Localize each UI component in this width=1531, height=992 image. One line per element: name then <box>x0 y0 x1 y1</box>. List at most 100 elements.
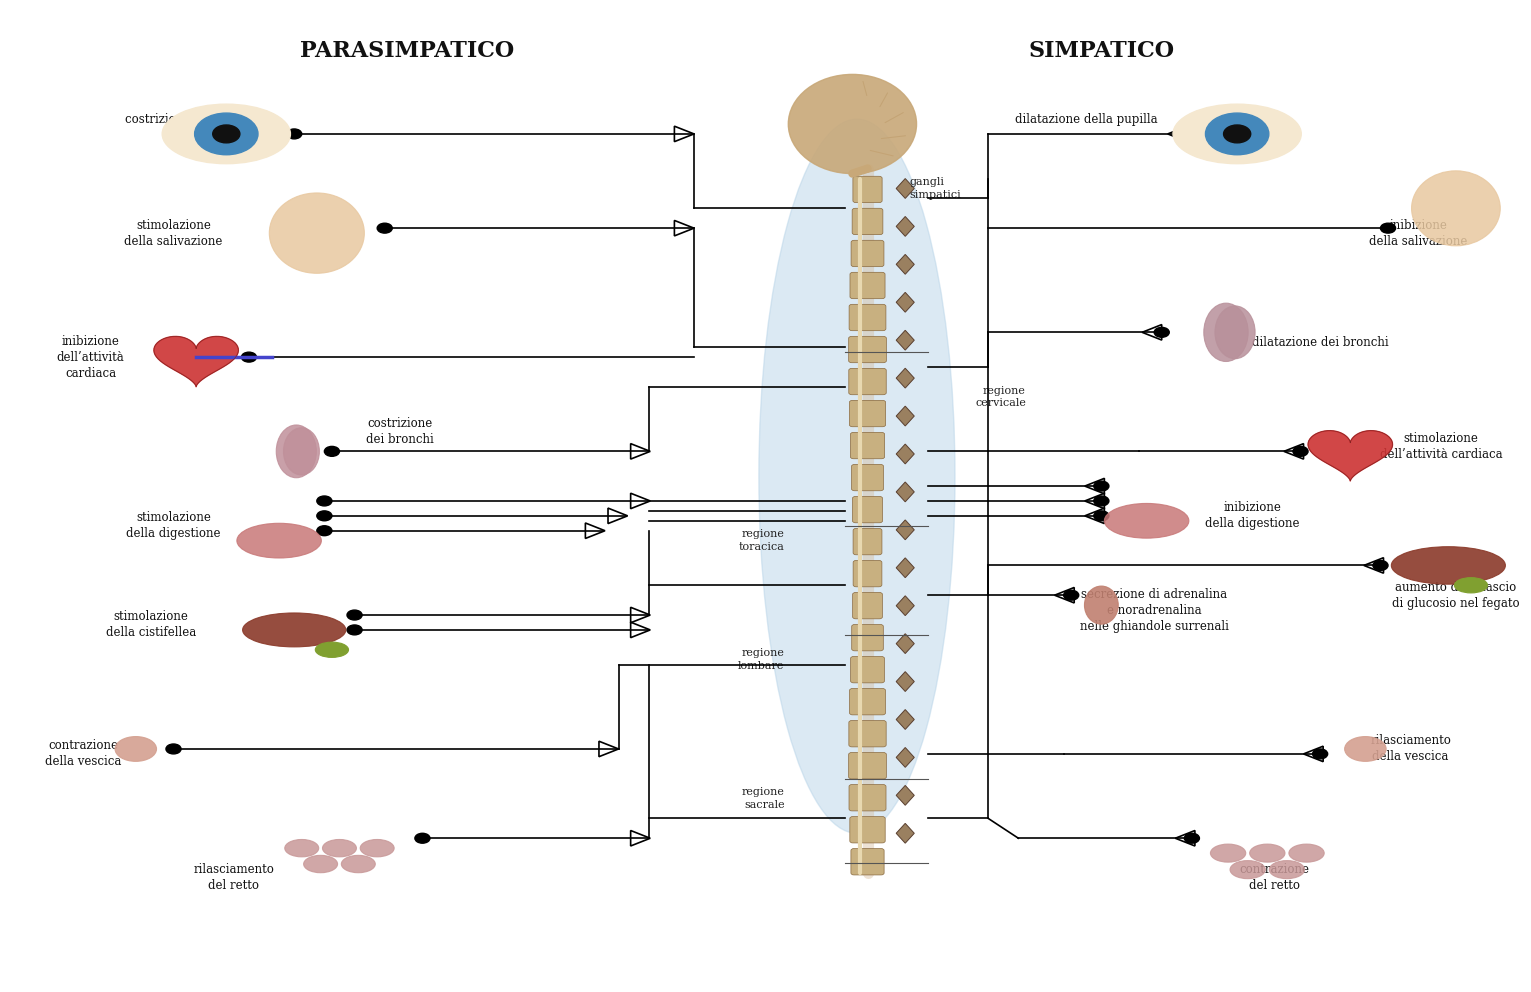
Text: regione
sacrale: regione sacrale <box>741 788 784 809</box>
Polygon shape <box>155 336 239 387</box>
Circle shape <box>213 125 240 143</box>
Text: stimolazione
dell’attività cardiaca: stimolazione dell’attività cardiaca <box>1379 432 1502 461</box>
Circle shape <box>317 511 332 521</box>
FancyBboxPatch shape <box>848 336 886 363</box>
Text: dilatazione dei bronchi: dilatazione dei bronchi <box>1252 335 1389 349</box>
Ellipse shape <box>242 613 346 647</box>
Circle shape <box>377 223 392 233</box>
Text: gangli
simpatici: gangli simpatici <box>909 178 961 199</box>
Circle shape <box>348 625 363 635</box>
Circle shape <box>1177 129 1193 139</box>
Text: inibizione
della digestione: inibizione della digestione <box>1205 501 1300 531</box>
Polygon shape <box>896 709 914 729</box>
FancyBboxPatch shape <box>853 592 882 619</box>
Text: PARASIMPATICO: PARASIMPATICO <box>300 40 514 62</box>
Text: costrizione della pupilla: costrizione della pupilla <box>124 112 268 126</box>
Circle shape <box>1381 223 1396 233</box>
Text: stimolazione
della salivazione: stimolazione della salivazione <box>124 218 222 248</box>
Polygon shape <box>896 293 914 312</box>
Ellipse shape <box>341 855 375 873</box>
Ellipse shape <box>323 839 357 857</box>
Text: SIMPATICO: SIMPATICO <box>1029 40 1174 62</box>
Polygon shape <box>1307 431 1393 481</box>
FancyBboxPatch shape <box>850 816 885 843</box>
Circle shape <box>194 113 259 155</box>
Ellipse shape <box>1392 547 1505 584</box>
Polygon shape <box>896 330 914 350</box>
Ellipse shape <box>1229 861 1265 879</box>
Text: regione
cervicale: regione cervicale <box>975 386 1026 408</box>
FancyBboxPatch shape <box>848 720 886 747</box>
Circle shape <box>1093 511 1108 521</box>
Ellipse shape <box>285 839 318 857</box>
Polygon shape <box>896 558 914 577</box>
Circle shape <box>348 610 363 620</box>
FancyBboxPatch shape <box>850 433 885 458</box>
Circle shape <box>1064 590 1079 600</box>
Polygon shape <box>896 596 914 616</box>
Circle shape <box>1294 446 1307 456</box>
Ellipse shape <box>1084 586 1118 624</box>
FancyBboxPatch shape <box>851 464 883 491</box>
Text: contrazione
del retto: contrazione del retto <box>1240 863 1311 893</box>
Circle shape <box>165 744 181 754</box>
FancyBboxPatch shape <box>851 240 883 267</box>
FancyBboxPatch shape <box>853 208 883 235</box>
Ellipse shape <box>269 192 364 274</box>
Ellipse shape <box>303 855 337 873</box>
Polygon shape <box>896 254 914 274</box>
FancyBboxPatch shape <box>853 529 882 555</box>
Ellipse shape <box>1173 104 1301 164</box>
Circle shape <box>286 129 302 139</box>
Ellipse shape <box>1104 504 1190 539</box>
Text: dilatazione della pupilla: dilatazione della pupilla <box>1015 112 1157 126</box>
Polygon shape <box>896 482 914 502</box>
Circle shape <box>415 833 430 843</box>
Ellipse shape <box>360 839 393 857</box>
Polygon shape <box>896 406 914 426</box>
Text: stimolazione
della cistifellea: stimolazione della cistifellea <box>106 610 196 640</box>
Ellipse shape <box>283 428 320 475</box>
FancyBboxPatch shape <box>848 753 886 779</box>
Ellipse shape <box>237 524 322 558</box>
Text: rilasciamento
della vescica: rilasciamento della vescica <box>1370 734 1451 764</box>
Text: inibizione
della salivazione: inibizione della salivazione <box>1369 218 1467 248</box>
FancyBboxPatch shape <box>851 657 885 682</box>
Text: contrazione
della vescica: contrazione della vescica <box>44 739 121 769</box>
Polygon shape <box>896 786 914 806</box>
Circle shape <box>1093 481 1108 491</box>
FancyBboxPatch shape <box>850 401 885 427</box>
Circle shape <box>1205 113 1269 155</box>
FancyBboxPatch shape <box>848 368 886 395</box>
FancyBboxPatch shape <box>850 688 885 715</box>
Circle shape <box>1223 125 1251 143</box>
Ellipse shape <box>1216 306 1255 359</box>
Polygon shape <box>896 672 914 691</box>
Text: secrezione di adrenalina
e noradrenalina
nelle ghiandole surrenali: secrezione di adrenalina e noradrenalina… <box>1079 587 1228 633</box>
Circle shape <box>1373 560 1389 570</box>
Text: stimolazione
della digestione: stimolazione della digestione <box>126 511 220 541</box>
Polygon shape <box>896 444 914 464</box>
Text: regione
toracica: regione toracica <box>738 530 784 552</box>
Polygon shape <box>896 634 914 654</box>
FancyBboxPatch shape <box>850 305 886 330</box>
Circle shape <box>1093 496 1108 506</box>
Polygon shape <box>896 179 914 198</box>
Ellipse shape <box>1203 304 1248 361</box>
FancyBboxPatch shape <box>850 272 885 299</box>
Ellipse shape <box>1289 844 1324 862</box>
FancyBboxPatch shape <box>853 496 882 523</box>
Ellipse shape <box>1211 844 1246 862</box>
Polygon shape <box>896 216 914 236</box>
Text: costrizione
dei bronchi: costrizione dei bronchi <box>366 417 433 446</box>
Circle shape <box>1185 833 1199 843</box>
Polygon shape <box>896 823 914 843</box>
Ellipse shape <box>1454 577 1488 593</box>
Ellipse shape <box>1249 844 1285 862</box>
FancyBboxPatch shape <box>851 625 883 651</box>
Ellipse shape <box>315 642 349 658</box>
Text: aumento del rilascio
di glucosio nel fegato: aumento del rilascio di glucosio nel feg… <box>1392 580 1520 610</box>
Circle shape <box>317 526 332 536</box>
Polygon shape <box>896 748 914 768</box>
FancyBboxPatch shape <box>853 177 882 202</box>
